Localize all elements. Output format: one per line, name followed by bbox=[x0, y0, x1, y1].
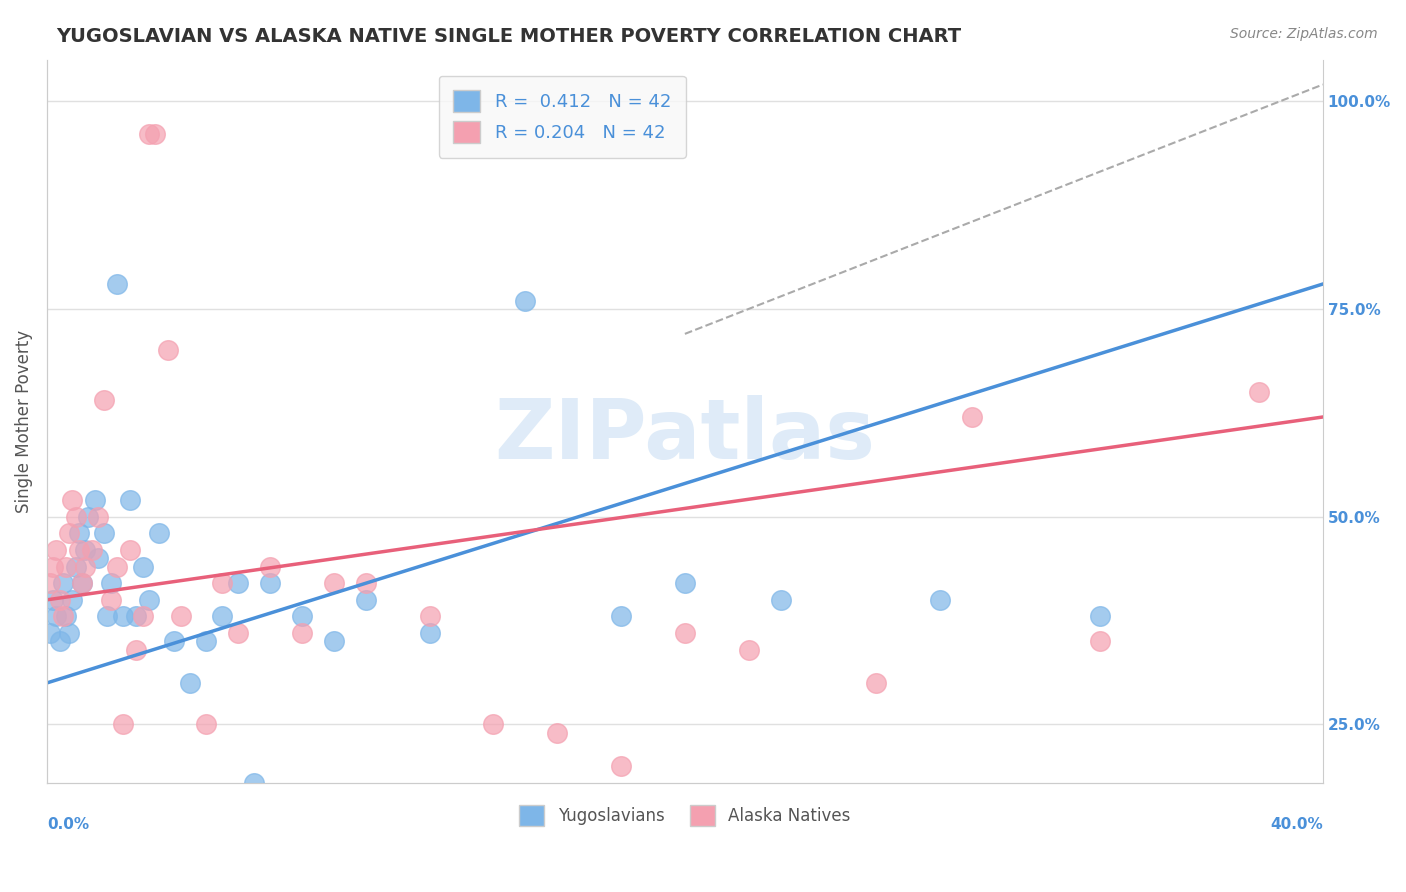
Point bbox=[58, 626, 80, 640]
Point bbox=[55, 559, 77, 574]
Point bbox=[125, 642, 148, 657]
Point bbox=[179, 676, 201, 690]
Point bbox=[39, 576, 62, 591]
Point bbox=[419, 609, 441, 624]
Point bbox=[55, 609, 77, 624]
Point bbox=[118, 543, 141, 558]
Point bbox=[70, 576, 93, 591]
Point bbox=[75, 559, 97, 574]
Point bbox=[482, 717, 505, 731]
Text: ZIPatlas: ZIPatlas bbox=[495, 395, 876, 476]
Point bbox=[138, 592, 160, 607]
Point bbox=[195, 717, 218, 731]
Point bbox=[960, 409, 983, 424]
Point bbox=[52, 576, 75, 591]
Point bbox=[291, 609, 314, 624]
Point bbox=[610, 609, 633, 624]
Text: Source: ZipAtlas.com: Source: ZipAtlas.com bbox=[1230, 27, 1378, 41]
Point bbox=[42, 592, 65, 607]
Point bbox=[48, 634, 70, 648]
Point bbox=[45, 543, 67, 558]
Point bbox=[354, 592, 377, 607]
Point bbox=[138, 128, 160, 142]
Point bbox=[96, 609, 118, 624]
Point bbox=[673, 626, 696, 640]
Point bbox=[419, 626, 441, 640]
Point bbox=[45, 609, 67, 624]
Point bbox=[929, 592, 952, 607]
Point bbox=[105, 559, 128, 574]
Point bbox=[100, 576, 122, 591]
Point bbox=[60, 592, 83, 607]
Point bbox=[112, 609, 135, 624]
Point bbox=[1088, 609, 1111, 624]
Point bbox=[195, 634, 218, 648]
Point bbox=[93, 526, 115, 541]
Text: 40.0%: 40.0% bbox=[1270, 817, 1323, 832]
Point bbox=[243, 775, 266, 789]
Point bbox=[610, 759, 633, 773]
Point bbox=[769, 592, 792, 607]
Point bbox=[1249, 385, 1271, 400]
Point bbox=[143, 128, 166, 142]
Point bbox=[48, 592, 70, 607]
Point bbox=[737, 642, 759, 657]
Point bbox=[131, 609, 153, 624]
Text: 0.0%: 0.0% bbox=[46, 817, 89, 832]
Legend: Yugoslavians, Alaska Natives: Yugoslavians, Alaska Natives bbox=[513, 798, 856, 832]
Point bbox=[60, 493, 83, 508]
Point bbox=[673, 576, 696, 591]
Point bbox=[100, 592, 122, 607]
Point bbox=[118, 493, 141, 508]
Point bbox=[87, 551, 110, 566]
Point bbox=[105, 277, 128, 291]
Point bbox=[67, 543, 90, 558]
Point bbox=[354, 576, 377, 591]
Text: YUGOSLAVIAN VS ALASKA NATIVE SINGLE MOTHER POVERTY CORRELATION CHART: YUGOSLAVIAN VS ALASKA NATIVE SINGLE MOTH… bbox=[56, 27, 962, 45]
Point bbox=[157, 343, 180, 358]
Point bbox=[65, 559, 87, 574]
Point bbox=[323, 634, 346, 648]
Point bbox=[77, 509, 100, 524]
Point bbox=[42, 559, 65, 574]
Point bbox=[87, 509, 110, 524]
Point bbox=[226, 626, 249, 640]
Y-axis label: Single Mother Poverty: Single Mother Poverty bbox=[15, 329, 32, 513]
Point bbox=[323, 576, 346, 591]
Point bbox=[112, 717, 135, 731]
Point bbox=[75, 543, 97, 558]
Point bbox=[226, 576, 249, 591]
Point bbox=[259, 576, 281, 591]
Point bbox=[70, 576, 93, 591]
Point bbox=[58, 526, 80, 541]
Point bbox=[93, 393, 115, 408]
Point bbox=[1088, 634, 1111, 648]
Point bbox=[170, 609, 193, 624]
Point bbox=[52, 609, 75, 624]
Point bbox=[259, 559, 281, 574]
Point bbox=[148, 526, 170, 541]
Point bbox=[211, 609, 233, 624]
Point bbox=[546, 726, 568, 740]
Point bbox=[131, 559, 153, 574]
Point bbox=[865, 676, 887, 690]
Point bbox=[83, 493, 105, 508]
Point bbox=[125, 609, 148, 624]
Point bbox=[39, 626, 62, 640]
Point bbox=[291, 626, 314, 640]
Point bbox=[515, 293, 537, 308]
Point bbox=[163, 634, 186, 648]
Point bbox=[80, 543, 103, 558]
Point bbox=[211, 576, 233, 591]
Point bbox=[65, 509, 87, 524]
Point bbox=[67, 526, 90, 541]
